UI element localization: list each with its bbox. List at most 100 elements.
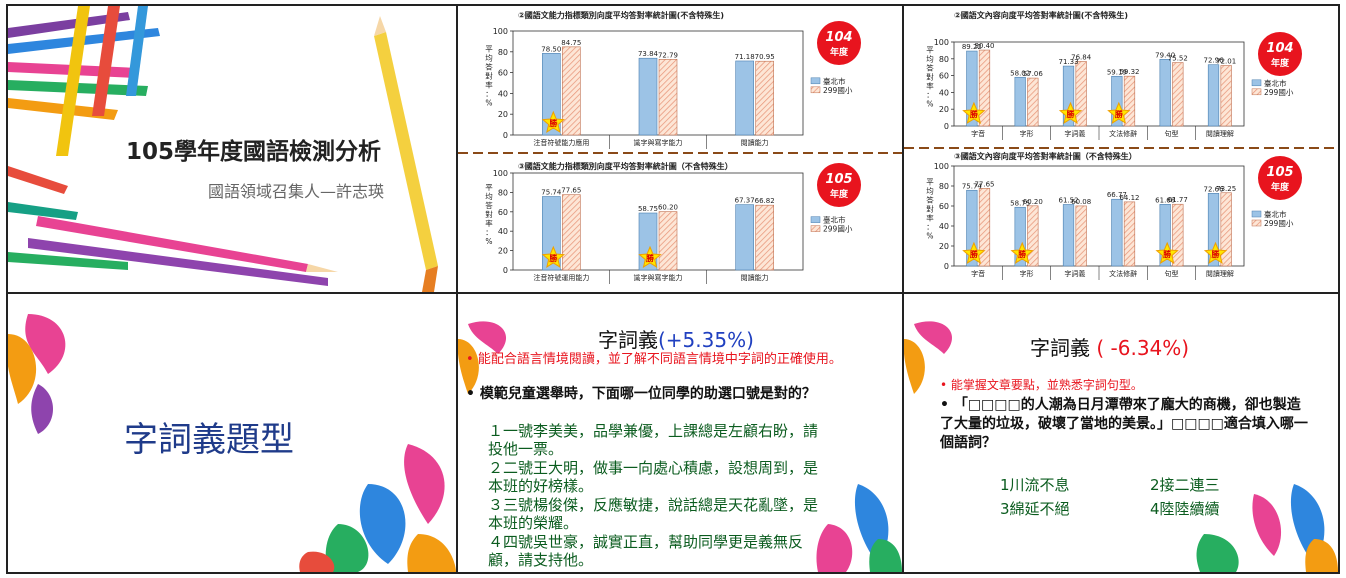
y-tick-label: 60: [498, 69, 508, 78]
bar-school: [562, 194, 581, 271]
bar-city: [735, 60, 754, 136]
slide-title: 字詞義: [1030, 336, 1090, 360]
bar-city: [542, 196, 561, 271]
y-tick-label: 0: [503, 131, 508, 140]
year-badge-label: 年度: [1271, 181, 1290, 193]
y-axis-label: %: [926, 100, 933, 109]
data-label: 72.66: [1203, 185, 1224, 193]
slide-title: 字詞義題型: [124, 420, 294, 460]
objective-text: • 能掌握文章要點，並熟悉字詞句型。: [940, 378, 1143, 392]
options-list: １一號李美美，品學兼優，上課總是左顧右盼，請投他一票。 ２二號王大明，做事一向處…: [488, 422, 818, 569]
slide-title: 字詞義: [598, 328, 658, 352]
data-label: 71.18: [735, 53, 755, 61]
data-label: 58.75: [638, 205, 658, 213]
y-axis-label: 率: [926, 81, 934, 91]
data-label: 79.40: [1155, 51, 1175, 59]
data-label: 61.77: [1168, 196, 1188, 204]
plot-frame: [953, 165, 1245, 267]
y-tick-label: 20: [498, 110, 508, 119]
data-label: 61.68: [1155, 196, 1175, 204]
legend-label-school: 299國小: [1264, 88, 1294, 97]
legend-swatch-school: [810, 225, 821, 232]
year-badge: [817, 163, 861, 207]
category-label: 閱讀理解: [1206, 129, 1234, 138]
option-1[interactable]: １一號李美美，品學兼優，上課總是左顧右盼，請投他一票。: [488, 422, 819, 458]
objective-label: 能掌握文章要點，並熟悉字詞句型。: [950, 378, 1143, 392]
y-tick-label: 0: [944, 262, 949, 271]
bar-city: [1207, 193, 1220, 267]
y-tick-label: 40: [498, 227, 508, 236]
question-text: • 「□□□□的人潮為日月潭帶來了龐大的商機，卻也製造了大量的垃圾，破壞了當地的…: [940, 397, 1308, 451]
question-label: 模範兒童選舉時，下面哪一位同學的助選口號是對的？: [479, 386, 816, 402]
data-label: 58.02: [1010, 69, 1030, 77]
slide-question-plus[interactable]: 字詞義(+5.35%) • 能配合語言情境閱讀，並了解不同語言情境中字詞的正確使…: [458, 294, 902, 572]
legend-swatch-city: [1251, 210, 1262, 218]
bar-city: [638, 57, 658, 136]
bar-city: [1014, 76, 1026, 127]
category-label: 字形: [1020, 269, 1034, 278]
slide-ability-charts[interactable]: ②國語文能力指標類別向度平均答對率統計圖(不含特殊生) ③國語文能力指標類別向度…: [458, 6, 902, 292]
option-3[interactable]: 3綿延不絕: [1000, 500, 1070, 518]
year-badge: [1258, 156, 1302, 200]
bar-school: [1220, 65, 1232, 127]
y-tick-label: 100: [934, 162, 949, 171]
data-label: 60.20: [658, 204, 678, 212]
y-axis-label: %: [485, 237, 492, 246]
y-tick-label: 80: [498, 188, 508, 197]
y-tick-label: 80: [939, 55, 949, 64]
win-label: 勝: [970, 249, 979, 259]
y-axis-label: ：: [485, 90, 493, 99]
data-label: 77.65: [561, 187, 581, 195]
option-2[interactable]: ２二號王大明，做事一向處心積慮，設想周到，是本班的好榜樣。: [488, 459, 819, 495]
colored-pencils-illustration: [8, 6, 438, 292]
category-label: 閱讀能力: [741, 138, 769, 147]
legend-label-city: 臺北市: [823, 76, 846, 86]
bar-city: [966, 50, 978, 127]
data-label: 73.25: [1216, 185, 1236, 193]
slide-content-charts[interactable]: ②國語文內容向度平均答對率統計圖(不含特殊生) ③國語文內容向度平均答對率統計圖…: [904, 6, 1338, 292]
y-tick-label: 100: [493, 169, 508, 178]
data-label: 67.37: [735, 197, 755, 205]
y-tick-label: 40: [498, 89, 508, 98]
bar-school: [978, 188, 991, 267]
legend-label-school: 299國小: [823, 86, 853, 95]
option-1[interactable]: 1川流不息: [1000, 476, 1070, 494]
category-label: 閱讀理解: [1206, 269, 1234, 278]
bar-school: [1027, 205, 1039, 267]
option-4[interactable]: ４四號吳世豪，誠實正直，幫助同學更是義無反顧，請支持他。: [488, 533, 804, 569]
y-tick-label: 80: [939, 182, 949, 191]
grid-divider: [6, 292, 1340, 294]
year-badge-label: 年度: [830, 46, 849, 58]
y-axis-label: 平: [485, 183, 493, 192]
chart-title-bottom: ③國語文能力指標類別向度平均答對率統計圖（不含特殊生）: [518, 161, 733, 171]
option-4[interactable]: 4陸陸續續: [1150, 500, 1220, 518]
win-label: 勝: [1212, 249, 1221, 259]
data-label: 58.75: [1010, 199, 1030, 207]
slide-section-title[interactable]: 字詞義題型: [8, 294, 456, 572]
question-label: 「□□□□的人潮為日月潭帶來了龐大的商機，卻也製造了大量的垃圾，破壞了當地的美景…: [940, 397, 1308, 451]
y-axis-label: 對: [485, 209, 493, 219]
win-star-icon: [1203, 241, 1228, 264]
data-label: 78.50: [541, 45, 561, 53]
slide-title-analysis[interactable]: 105學年度國語檢測分析 國語領域召集人—許志瑛: [8, 6, 456, 292]
y-tick-label: 100: [493, 27, 508, 36]
data-label: 59.19: [1107, 68, 1127, 76]
slide-question-minus[interactable]: 字詞義 ( -6.34%) • 能掌握文章要點，並熟悉字詞句型。 • 「□□□□…: [904, 294, 1338, 572]
bar-school: [1123, 75, 1136, 127]
win-label: 勝: [549, 118, 558, 128]
legend-label-school: 299國小: [1264, 219, 1294, 228]
y-axis-label: %: [926, 232, 933, 241]
option-3[interactable]: ３三號楊俊傑，反應敏捷，說話總是天花亂墜，是本班的榮耀。: [488, 496, 819, 532]
y-axis-label: %: [485, 99, 492, 108]
win-label: 勝: [970, 109, 979, 119]
category-label: 字形: [1020, 129, 1034, 138]
plot-frame: [953, 41, 1245, 127]
win-star-icon: [1107, 101, 1131, 124]
bar-school: [1220, 192, 1232, 267]
chart-content-105: 020406080100平均答對率：%75.7477.65字音勝58.7560.…: [926, 156, 1302, 280]
year-badge-number: 104: [1266, 41, 1293, 56]
category-label: 字詞義: [1064, 269, 1085, 278]
option-2[interactable]: 2接二連三: [1150, 476, 1220, 494]
